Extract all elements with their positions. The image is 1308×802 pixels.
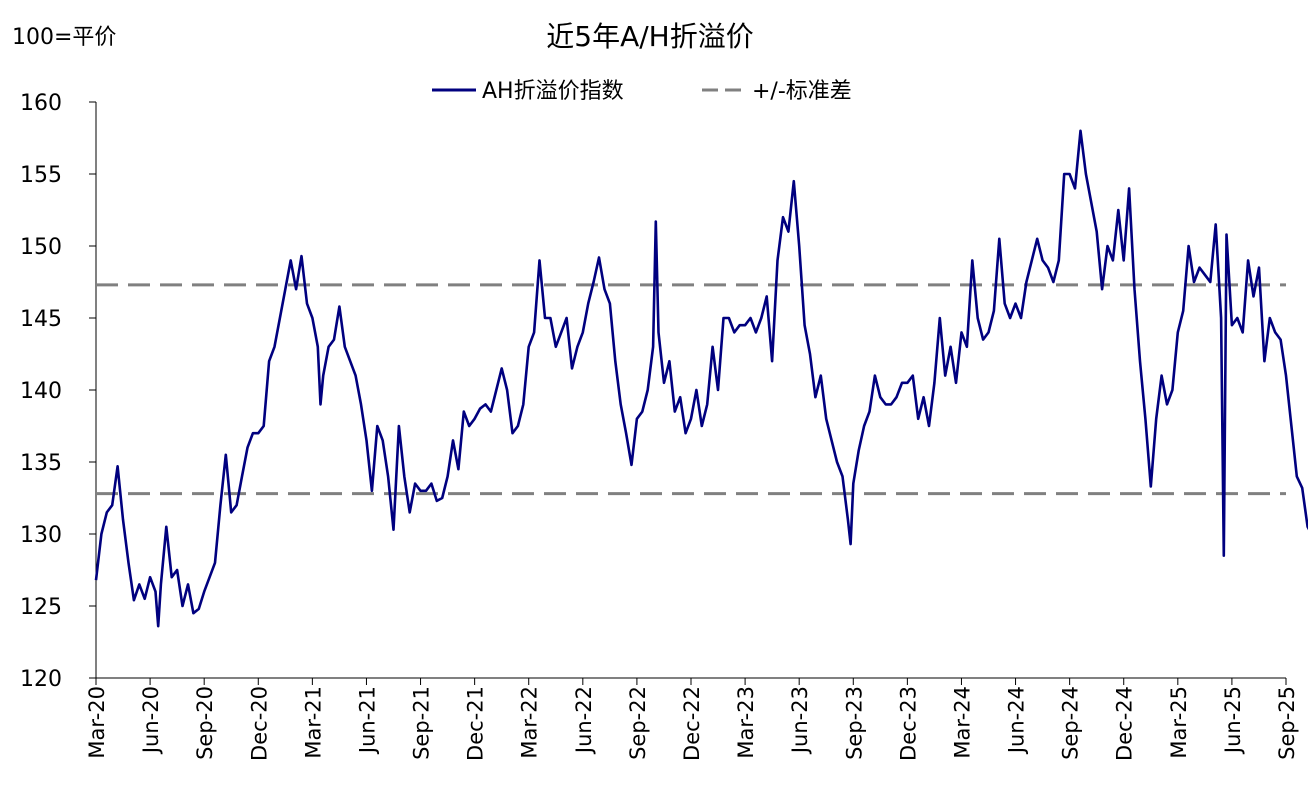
legend: AH折溢价指数 +/-标准差 bbox=[432, 79, 852, 104]
x-tick-label: Mar-24 bbox=[950, 686, 974, 759]
x-tick-label: Sep-24 bbox=[1059, 686, 1083, 760]
x-tick-label: Dec-22 bbox=[680, 686, 704, 761]
y-tick-label: 130 bbox=[20, 523, 62, 548]
legend-label-std-dev: +/-标准差 bbox=[752, 79, 852, 104]
x-tick-label: Mar-23 bbox=[734, 686, 758, 759]
x-tick-label: Jun-25 bbox=[1221, 686, 1245, 755]
x-tick-label: Jun-20 bbox=[139, 686, 163, 755]
y-tick-label: 150 bbox=[20, 235, 62, 260]
y-tick-label: 145 bbox=[20, 307, 62, 332]
legend-label-ah-index: AH折溢价指数 bbox=[482, 79, 624, 104]
x-tick-label: Jun-21 bbox=[355, 686, 379, 755]
x-tick-label: Mar-25 bbox=[1167, 686, 1191, 759]
y-axis: 120 125 130 135 140 145 150 155 160 bbox=[20, 91, 97, 692]
y-tick-label: 125 bbox=[20, 595, 62, 620]
y-tick-label: 135 bbox=[20, 451, 62, 476]
x-tick-label: Mar-20 bbox=[85, 686, 109, 759]
x-tick-label: Sep-20 bbox=[193, 686, 217, 760]
y-tick-label: 160 bbox=[20, 91, 62, 116]
y-tick-label: 155 bbox=[20, 163, 62, 188]
x-tick-label: Dec-20 bbox=[247, 686, 271, 761]
chart-title: 近5年A/H折溢价 bbox=[546, 20, 753, 53]
y-tick-label: 140 bbox=[20, 379, 62, 404]
x-tick-label: Jun-22 bbox=[572, 686, 596, 755]
x-tick-label: Jun-23 bbox=[788, 686, 812, 755]
x-tick-label: Mar-22 bbox=[518, 686, 542, 759]
x-tick-label: Sep-25 bbox=[1275, 686, 1299, 760]
y-tick-label: 120 bbox=[20, 667, 62, 692]
x-tick-label: Dec-21 bbox=[464, 686, 488, 761]
std-dev-lines bbox=[96, 283, 1286, 496]
x-axis: Mar-20 Jun-20 Sep-20 Dec-20 Mar-21 Jun-21 Sep-… bbox=[85, 677, 1299, 761]
x-tick-label: Sep-22 bbox=[626, 686, 650, 760]
x-tick-label: Dec-23 bbox=[896, 686, 920, 761]
series-layer bbox=[94, 129, 1308, 628]
x-tick-label: Dec-24 bbox=[1113, 686, 1137, 761]
y-axis-label: 100=平价 bbox=[12, 25, 116, 50]
x-tick-label: Mar-21 bbox=[301, 686, 325, 759]
x-tick-label: Sep-21 bbox=[410, 686, 434, 760]
x-tick-label: Sep-23 bbox=[842, 686, 866, 760]
series-line-ah-index bbox=[94, 129, 1308, 628]
x-tick-label: Jun-24 bbox=[1005, 686, 1029, 755]
